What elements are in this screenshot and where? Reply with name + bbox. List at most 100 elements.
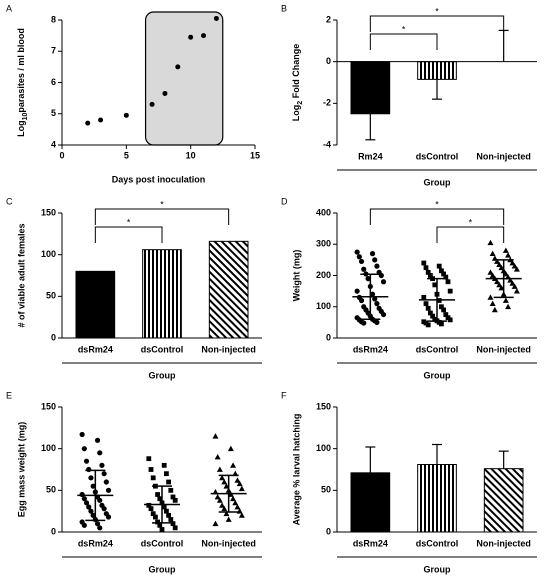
x-tick-label: 10 — [186, 150, 196, 160]
point — [489, 272, 496, 278]
y-tick-label: 7 — [51, 46, 56, 56]
y-tick-label: 100 — [41, 443, 56, 453]
point — [88, 475, 94, 481]
point — [150, 475, 156, 481]
y-tick-label: 5 — [51, 108, 56, 118]
x-tick-label: Non-injected — [476, 151, 531, 161]
y-tick-label: 50 — [46, 291, 56, 301]
y-tick-label: 0 — [326, 56, 331, 66]
point — [447, 317, 453, 323]
x-tick-label: dsControl — [416, 538, 459, 548]
point — [439, 304, 444, 310]
point — [225, 516, 232, 522]
highlight-box — [144, 11, 224, 146]
point — [369, 291, 376, 297]
significance-bracket — [436, 226, 505, 243]
x-axis-label: Group — [424, 177, 451, 187]
x-axis-label: Group — [149, 564, 176, 574]
point — [97, 497, 103, 503]
point — [421, 294, 427, 300]
x-axis-label: Group — [149, 370, 176, 380]
y-axis-label: Egg mass weight (mg) — [16, 422, 26, 518]
x-tick-label: dsRm24 — [78, 344, 113, 354]
x-axis-label: Group — [424, 370, 451, 380]
significance-bracket — [94, 208, 230, 225]
point — [511, 263, 518, 269]
x-tick-label: dsRm24 — [78, 538, 113, 548]
point — [232, 499, 239, 506]
point — [354, 249, 360, 255]
point — [164, 471, 169, 477]
bar — [208, 240, 249, 339]
y-tick-label: -2 — [323, 98, 331, 108]
point — [356, 254, 362, 260]
point — [221, 505, 228, 512]
point — [170, 521, 176, 527]
x-tick-label: dsRm24 — [353, 344, 388, 354]
point — [511, 283, 518, 289]
point — [505, 303, 512, 310]
significance-label: * — [160, 199, 164, 209]
bar — [483, 468, 524, 533]
point — [507, 277, 514, 283]
point — [428, 310, 433, 316]
point — [428, 273, 433, 278]
y-axis-label-part: Fold Change — [291, 44, 301, 101]
point — [234, 477, 241, 483]
point — [162, 90, 168, 96]
point — [489, 300, 496, 307]
x-axis-label: Group — [424, 564, 451, 574]
x-tick-label: 5 — [124, 150, 129, 160]
point — [502, 247, 509, 253]
y-tick-label: 150 — [316, 401, 331, 411]
point — [496, 261, 503, 267]
point — [155, 519, 160, 525]
point — [168, 517, 174, 522]
x-tick-label: dsControl — [416, 344, 459, 354]
point — [369, 251, 376, 257]
point — [101, 471, 107, 477]
x-tick-label: dsControl — [141, 344, 184, 354]
significance-bracket — [94, 226, 163, 243]
y-axis-label: Log2 Fold Change — [291, 44, 303, 121]
point — [103, 479, 109, 485]
significance-label: * — [402, 24, 406, 34]
point — [216, 497, 223, 503]
point — [81, 496, 87, 502]
point — [489, 250, 496, 257]
point — [443, 274, 449, 280]
point — [97, 525, 103, 531]
bar — [75, 270, 116, 339]
y-axis-label-part: 10 — [22, 113, 29, 121]
point — [157, 522, 163, 528]
x-tick-label: dsControl — [416, 151, 459, 161]
point — [436, 263, 442, 269]
point — [361, 266, 367, 272]
y-axis-label-part: Log — [291, 105, 301, 122]
panel-label: A — [6, 3, 12, 13]
point — [354, 288, 360, 294]
point — [509, 260, 516, 266]
x-tick-label: Non-injected — [476, 344, 531, 354]
point — [230, 495, 237, 502]
point — [423, 265, 429, 271]
x-tick-label: Non-injected — [201, 344, 256, 354]
point — [425, 269, 431, 275]
point — [491, 306, 498, 313]
point — [430, 313, 435, 319]
y-axis-label: Log10parasites / ml blood — [16, 28, 28, 137]
point — [372, 257, 378, 263]
point — [494, 278, 501, 285]
y-tick-label: 300 — [316, 239, 331, 249]
panel-label: D — [281, 196, 288, 206]
y-axis-label-part: Log — [16, 120, 26, 137]
y-axis-label: # of viable adult females — [16, 223, 26, 327]
y-axis-label-part: 2 — [297, 101, 304, 105]
point — [421, 260, 427, 266]
point — [423, 301, 429, 307]
point — [380, 279, 387, 285]
panel-label: F — [281, 390, 287, 400]
point — [227, 445, 234, 452]
point — [513, 288, 520, 294]
